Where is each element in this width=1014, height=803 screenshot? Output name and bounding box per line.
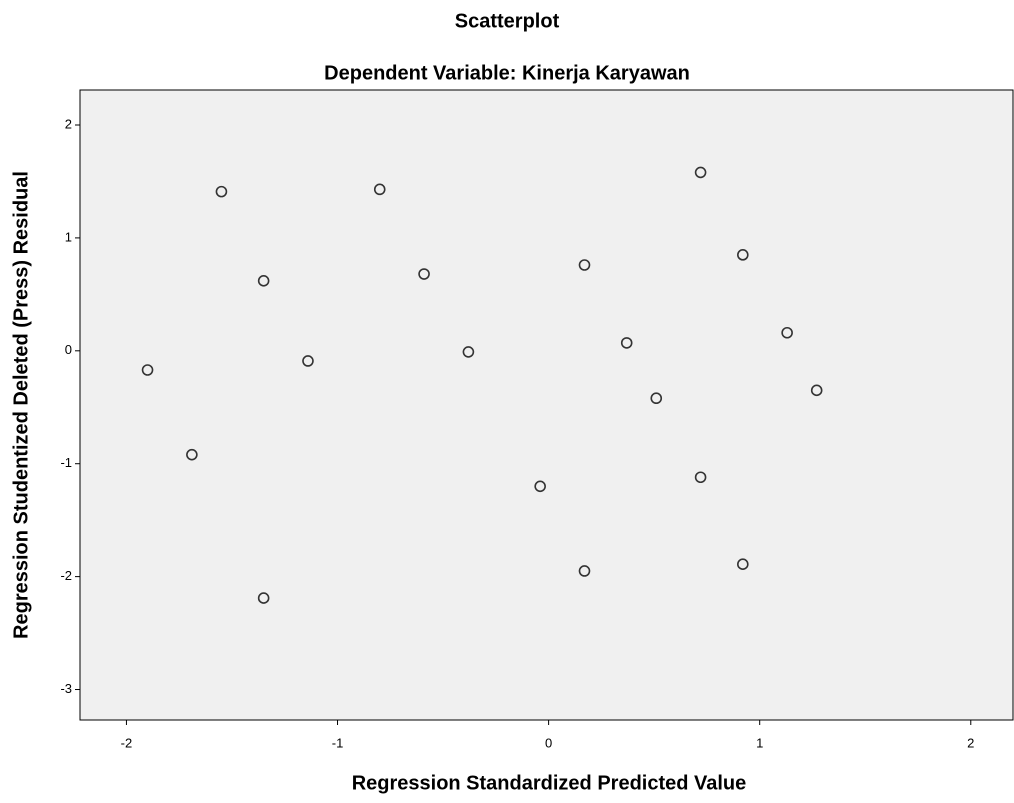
chart-title: Scatterplot [455, 10, 560, 32]
point [186, 448, 198, 461]
point [141, 364, 154, 376]
point [418, 268, 430, 280]
point [215, 185, 228, 198]
point [578, 259, 591, 271]
point [373, 183, 386, 196]
chart-subtitle: Dependent Variable: Kinerja Karyawan [324, 62, 690, 84]
point [257, 275, 270, 287]
x-tick-label: -2 [121, 735, 133, 750]
y-tick-label: 0 [65, 342, 72, 357]
point [781, 326, 793, 339]
plot-area [79, 89, 1014, 721]
x-tick-label: -1 [332, 735, 344, 750]
x-tick-label: 0 [545, 735, 552, 750]
y-tick-label: 1 [65, 229, 72, 244]
point [462, 346, 475, 358]
y-tick-label: -1 [60, 455, 72, 470]
point [650, 392, 663, 405]
x-tick-label: 2 [967, 735, 974, 750]
point [810, 384, 823, 397]
point [620, 337, 633, 349]
point [737, 558, 749, 570]
point [257, 592, 270, 604]
point [694, 166, 707, 179]
point [737, 249, 749, 261]
x-axis-label: Regression Standardized Predicted Value [352, 772, 747, 794]
x-tick-label: 1 [756, 735, 763, 750]
y-tick-label: -3 [60, 681, 72, 696]
point [694, 471, 707, 484]
y-axis-label: Regression Studentized Deleted (Press) R… [10, 171, 32, 639]
point [578, 565, 591, 577]
y-tick-label: -2 [60, 568, 72, 583]
y-tick-label: 2 [65, 116, 72, 131]
point [534, 480, 546, 493]
point [302, 355, 314, 367]
